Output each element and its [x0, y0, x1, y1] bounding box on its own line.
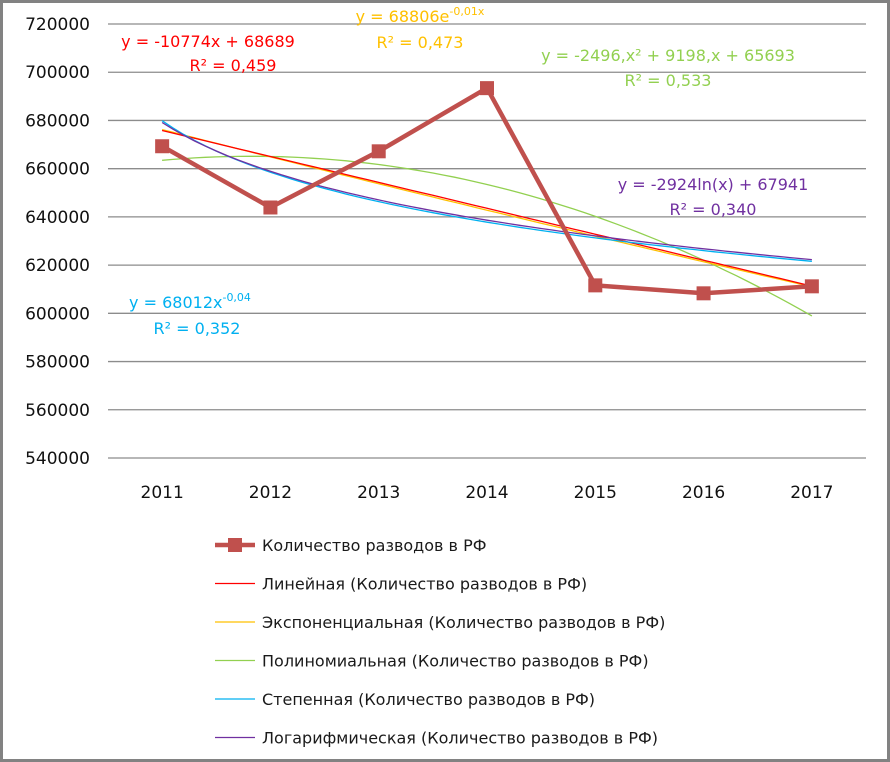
trendline-linear: [161, 129, 813, 287]
trendline-r2-power: R² = 0,352: [154, 319, 241, 338]
trendline-equation-polynomial: y = -2496,x² + 9198,x + 65693: [541, 46, 795, 65]
data-point-marker: [263, 200, 278, 215]
data-point-marker: [371, 144, 386, 159]
y-tick-label: 700000: [25, 63, 90, 83]
equation-text: y = -2924ln(x) + 67941: [618, 175, 809, 194]
data-point-marker: [696, 286, 711, 301]
y-tick-label: 720000: [25, 15, 90, 35]
x-tick-label: 2015: [574, 483, 617, 503]
trendline-power: [161, 120, 812, 262]
y-tick-label: 560000: [25, 401, 90, 421]
legend-swatch-marker: [228, 538, 242, 552]
data-point-marker: [155, 139, 170, 154]
legend-entry-label: Линейная (Количество разводов в РФ): [262, 575, 587, 594]
x-tick-label: 2013: [357, 483, 400, 503]
legend: Количество разводов в РФ Линейная (Количе…: [215, 536, 665, 748]
x-tick-label: 2011: [141, 483, 184, 503]
trendline-r2-linear: R² = 0,459: [190, 56, 277, 75]
trendline-r2-polynomial: R² = 0,533: [625, 71, 712, 90]
equation-exponent: -0,01x: [449, 5, 484, 18]
gridlines: [108, 23, 866, 459]
trendline-r2-exponential: R² = 0,473: [377, 33, 464, 52]
equation-text: y = 68012x: [129, 293, 222, 312]
trendline-equation-logarithmic: y = -2924ln(x) + 67941: [618, 175, 809, 194]
trendline-equation-linear: y = -10774x + 68689: [121, 32, 295, 51]
equation-text: y = -10774x + 68689: [121, 32, 295, 51]
x-tick-label: 2016: [682, 483, 725, 503]
y-axis-ticks: 720000 700000 680000 660000 640000 620000 6000…: [25, 15, 90, 469]
data-point-marker: [804, 279, 819, 294]
equation-text: y = 68806e: [356, 7, 450, 26]
y-tick-label: 680000: [25, 111, 90, 131]
legend-entry-label: Количество разводов в РФ: [262, 536, 486, 555]
legend-entry-label: Экспоненциальная (Количество разводов в …: [262, 613, 665, 632]
data-series: [155, 81, 819, 301]
equation-exponent: -0,04: [222, 291, 250, 304]
y-tick-label: 640000: [25, 208, 90, 228]
legend-entry-label: Степенная (Количество разводов в РФ): [262, 690, 595, 709]
legend-entry-label: Логарифмическая (Количество разводов в Р…: [262, 729, 658, 748]
y-tick-label: 580000: [25, 353, 90, 373]
y-tick-label: 660000: [25, 160, 90, 180]
x-axis-ticks: 2011 2012 2013 2014 2015 2016 2017: [141, 483, 834, 503]
y-tick-label: 620000: [25, 256, 90, 276]
data-point-marker: [588, 278, 603, 293]
data-point-marker: [480, 81, 494, 96]
trendline-equation-exponential: y = 68806e-0,01x: [356, 5, 485, 26]
legend-entry-label: Полиномиальная (Количество разводов в РФ…: [262, 652, 649, 671]
trendline-r2-logarithmic: R² = 0,340: [670, 200, 757, 219]
trendline-equation-power: y = 68012x-0,04: [129, 291, 251, 312]
trendlines: [161, 120, 813, 317]
trendline-logarithmic: [161, 121, 812, 261]
x-tick-label: 2017: [790, 483, 833, 503]
equation-text: y = -2496,x² + 9198,x + 65693: [541, 46, 795, 65]
x-tick-label: 2014: [465, 483, 508, 503]
y-tick-label: 540000: [25, 449, 90, 469]
y-tick-label: 600000: [25, 304, 90, 324]
x-tick-label: 2012: [249, 483, 292, 503]
